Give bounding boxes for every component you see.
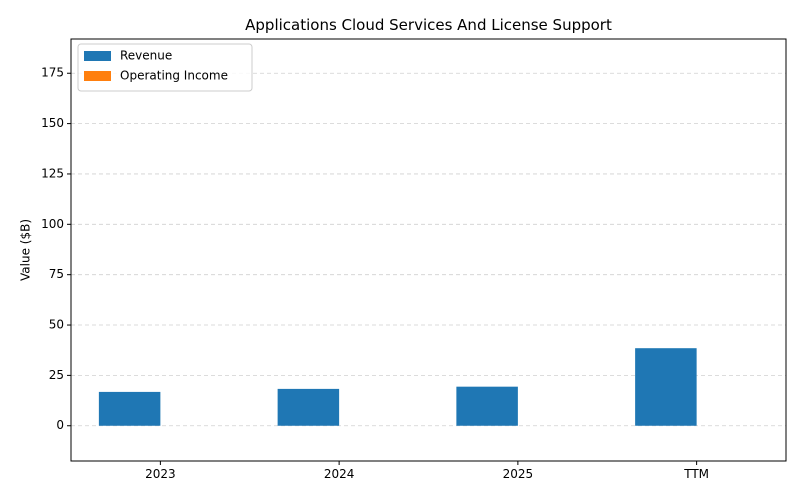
x-axis: 2023 2024 2025 TTM <box>145 461 709 481</box>
y-tick-label: 150 <box>41 116 64 130</box>
y-tick-label: 75 <box>49 267 64 281</box>
y-tick-label: 125 <box>41 166 64 180</box>
bar-revenue <box>456 386 518 426</box>
y-tick-label: 0 <box>56 418 64 432</box>
legend: Revenue Operating Income <box>77 43 253 92</box>
x-tick-label: 2023 <box>145 467 176 481</box>
bar-revenue <box>277 388 340 426</box>
y-tick-label: 100 <box>41 217 64 231</box>
legend-swatch <box>84 51 111 61</box>
y-tick-label: 25 <box>49 368 64 382</box>
legend-label: Revenue <box>120 49 172 63</box>
y-tick-label: 50 <box>49 318 64 332</box>
bar-revenue <box>635 348 697 426</box>
chart-title: Applications Cloud Services And License … <box>245 16 612 34</box>
legend-swatch <box>84 71 111 81</box>
x-tick-label: 2025 <box>503 467 534 481</box>
grid-lines <box>71 72 786 427</box>
y-tick-label: 175 <box>41 66 64 80</box>
y-axis: 0 25 50 75 100 125 150 175 <box>41 66 71 432</box>
bar-revenue <box>98 391 161 426</box>
x-tick-label: 2024 <box>324 467 355 481</box>
x-tick-label: TTM <box>683 467 709 481</box>
y-axis-label: Value ($B) <box>19 219 33 281</box>
legend-box <box>77 43 253 92</box>
legend-label: Operating Income <box>120 69 228 83</box>
plot-frame <box>70 38 787 462</box>
bars <box>98 348 697 426</box>
